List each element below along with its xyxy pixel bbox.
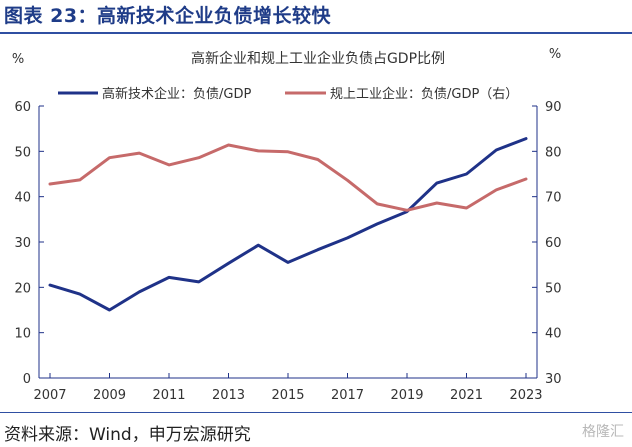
legend-label-series-2: 规上工业企业：负债/GDP（右） xyxy=(330,86,518,102)
right-tick-label: 40 xyxy=(545,327,562,342)
bottom-divider xyxy=(0,412,632,413)
chart-title: 高新企业和规上工业企业负债占GDP比例 xyxy=(191,50,445,67)
x-tick-label: 2017 xyxy=(331,388,364,403)
title-divider xyxy=(0,32,632,34)
source-note: 资料来源：Wind，申万宏源研究 xyxy=(4,425,251,445)
left-tick-label: 10 xyxy=(14,327,31,342)
x-tick-label: 2019 xyxy=(390,388,423,403)
tick-labels: 0 10 20 30 40 50 60 30 40 50 60 70 80 90 2007 2009 2011 2… xyxy=(14,100,561,403)
legend: 高新技术企业：负债/GDP 规上工业企业：负债/GDP（右） xyxy=(58,86,518,102)
figure-title: 图表 23：高新技术企业负债增长较快 xyxy=(4,5,332,27)
x-tick-label: 2023 xyxy=(509,388,542,403)
left-tick-label: 30 xyxy=(14,236,31,251)
legend-label-series-1: 高新技术企业：负债/GDP xyxy=(102,86,251,102)
x-tick-label: 2021 xyxy=(450,388,483,403)
right-tick-label: 50 xyxy=(545,281,562,296)
right-axis-unit: % xyxy=(549,47,561,62)
left-tick-label: 20 xyxy=(14,281,31,296)
right-tick-label: 30 xyxy=(545,372,562,387)
right-tick-label: 80 xyxy=(545,145,562,160)
series-line-1 xyxy=(48,137,528,312)
left-tick-label: 60 xyxy=(14,100,31,115)
left-tick-label: 40 xyxy=(14,191,31,206)
left-tick-label: 50 xyxy=(14,145,31,160)
right-tick-label: 70 xyxy=(545,191,562,206)
watermark-logo: 格隆汇 xyxy=(582,424,624,440)
axes xyxy=(38,105,538,379)
x-tick-label: 2011 xyxy=(152,388,185,403)
x-tick-label: 2015 xyxy=(271,388,304,403)
x-tick-label: 2007 xyxy=(33,388,66,403)
x-tick-label: 2013 xyxy=(212,388,245,403)
series-lines xyxy=(48,137,528,312)
left-tick-label: 0 xyxy=(23,372,31,387)
series-line-2 xyxy=(48,143,528,212)
right-tick-label: 90 xyxy=(545,100,562,115)
left-axis-unit: % xyxy=(12,52,24,67)
x-tick-label: 2009 xyxy=(93,388,126,403)
right-tick-label: 60 xyxy=(545,236,562,251)
